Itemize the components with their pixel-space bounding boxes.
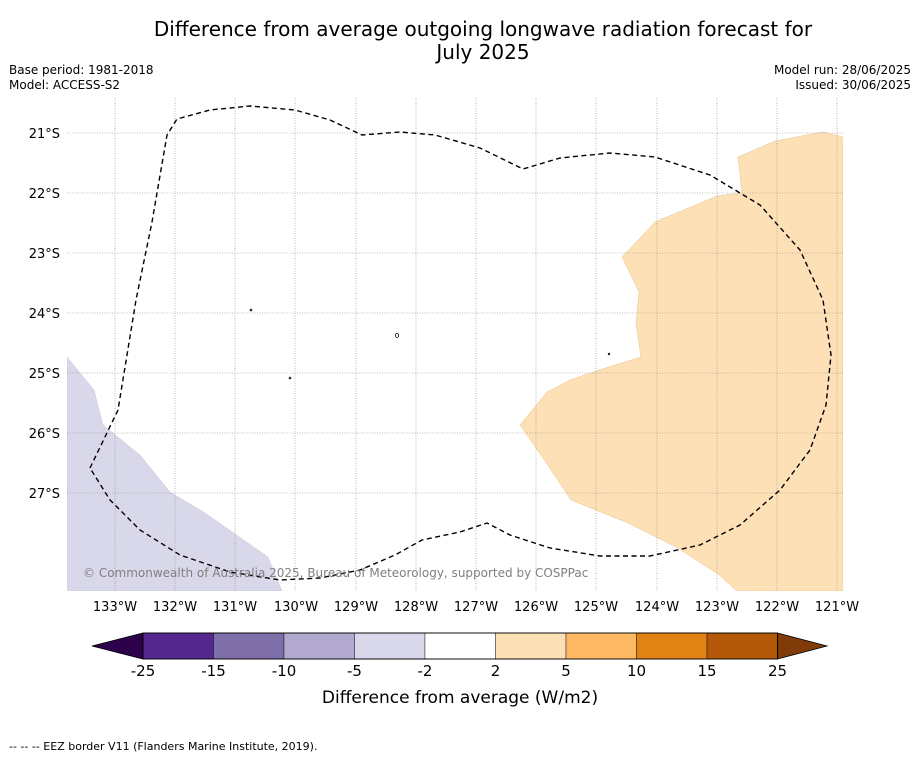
model-name: Model: ACCESS-S2 — [9, 78, 121, 92]
colorbar-bin — [565, 632, 637, 660]
colorbar-tick: -2 — [418, 662, 433, 680]
colorbar-bin — [424, 632, 496, 660]
anomaly-region-positive — [519, 131, 843, 591]
model-run: Model run: 28/06/2025 — [773, 63, 911, 77]
lon-label: 132°W — [153, 600, 197, 615]
colorbar-bin — [706, 632, 778, 660]
lon-label: 121°W — [815, 600, 859, 615]
colorbar-extend-high — [777, 632, 829, 660]
lon-label: 122°W — [755, 600, 799, 615]
issued-date: Issued: 30/06/2025 — [795, 78, 911, 92]
colorbar-extend-low — [91, 632, 144, 660]
base-period: Base period: 1981-2018 — [9, 63, 154, 77]
lon-label: 126°W — [514, 600, 558, 615]
lat-label: 27°S — [29, 487, 60, 502]
lon-label: 124°W — [635, 600, 679, 615]
eez-border — [89, 105, 832, 581]
eez-legend-note: -- -- -- EEZ border V11 (Flanders Marine… — [9, 740, 318, 753]
colorbar-tick: 15 — [697, 662, 716, 680]
colorbar-bin — [142, 632, 214, 660]
lat-label: 22°S — [29, 187, 60, 202]
map-area: © Commonwealth of Australia 2025, Bureau… — [67, 98, 843, 591]
colorbar-bin — [354, 632, 426, 660]
colorbar-tick: 10 — [627, 662, 646, 680]
colorbar-tick: -15 — [201, 662, 226, 680]
lon-label: 128°W — [394, 600, 438, 615]
lon-label: 123°W — [695, 600, 739, 615]
colorbar-ticks: -25 -15 -10 -5 -2 2 5 10 15 25 — [131, 662, 787, 680]
colorbar-tick: 5 — [561, 662, 571, 680]
lat-label: 24°S — [29, 307, 60, 322]
longitude-labels: 133°W 132°W 131°W 130°W 129°W 128°W 127°… — [93, 600, 859, 615]
colorbar-bin — [213, 632, 285, 660]
lat-label: 21°S — [29, 127, 60, 142]
gridlines — [67, 98, 843, 591]
colorbar-bin — [495, 632, 567, 660]
lat-label: 25°S — [29, 367, 60, 382]
lon-label: 125°W — [574, 600, 618, 615]
title-line-1: Difference from average outgoing longwav… — [153, 17, 813, 41]
meta-right: Model run: 28/06/2025 Issued: 30/06/2025 — [774, 63, 911, 93]
colorbar-tick: -5 — [347, 662, 362, 680]
islands — [249, 308, 611, 380]
lon-label: 131°W — [213, 600, 257, 615]
meta-left: Base period: 1981-2018 Model: ACCESS-S2 — [9, 63, 154, 93]
colorbar-tick: -10 — [272, 662, 297, 680]
lat-label: 23°S — [29, 247, 60, 262]
lon-label: 133°W — [93, 600, 137, 615]
lon-label: 129°W — [334, 600, 378, 615]
anomaly-region-negative — [67, 356, 283, 591]
colorbar-label: Difference from average (W/m2) — [322, 688, 598, 708]
colorbar-bin — [636, 632, 708, 660]
colorbar-bin — [283, 632, 355, 660]
lat-label: 26°S — [29, 427, 60, 442]
copyright-notice: © Commonwealth of Australia 2025, Bureau… — [83, 566, 588, 580]
colorbar-tick: 2 — [491, 662, 501, 680]
colorbar-tick: 25 — [768, 662, 787, 680]
colorbar-tick: -25 — [131, 662, 156, 680]
map-title: Difference from average outgoing longwav… — [0, 18, 919, 64]
title-line-2: July 2025 — [436, 40, 530, 64]
lon-label: 127°W — [454, 600, 498, 615]
colorbar — [91, 632, 829, 660]
lon-label: 130°W — [274, 600, 318, 615]
latitude-labels: 21°S 22°S 23°S 24°S 25°S 26°S 27°S — [29, 127, 60, 502]
